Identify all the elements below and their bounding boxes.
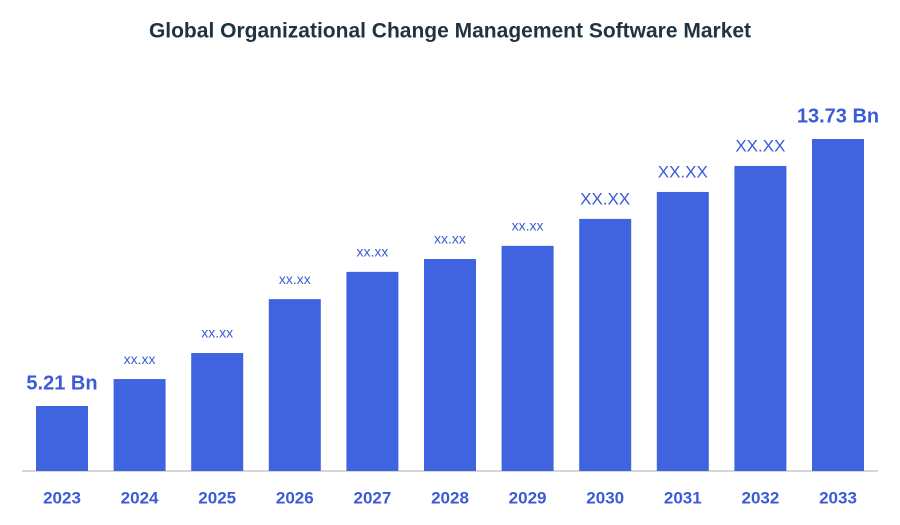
- value-label: 13.73 Bn: [797, 105, 879, 127]
- x-tick-label: 2029: [509, 488, 547, 507]
- bar: [268, 299, 321, 471]
- value-label: 5.21 Bn: [26, 372, 97, 394]
- x-tick-label: 2023: [43, 488, 81, 507]
- value-label: xx.xx: [434, 231, 466, 247]
- x-tick-label: 2032: [741, 488, 779, 507]
- x-tick-label: 2033: [819, 488, 857, 507]
- bar: [113, 379, 166, 471]
- x-tick-label: 2031: [664, 488, 702, 507]
- value-label: xx.xx: [124, 351, 156, 367]
- x-tick-label: 2028: [431, 488, 469, 507]
- value-label: XX.XX: [735, 136, 785, 155]
- x-tick-label: 2027: [353, 488, 391, 507]
- bar: [36, 406, 88, 471]
- value-label: xx.xx: [512, 218, 544, 234]
- bar: [424, 259, 476, 471]
- x-tick-label: 2026: [276, 488, 314, 507]
- x-tick-label: 2025: [198, 488, 236, 507]
- x-tick-label: 2030: [586, 488, 624, 507]
- x-tick-label: 2024: [121, 488, 159, 507]
- bar: [812, 139, 864, 471]
- bar: [656, 191, 709, 471]
- value-label: xx.xx: [356, 244, 388, 260]
- bar: [501, 245, 554, 471]
- value-label: XX.XX: [580, 189, 630, 208]
- value-label: xx.xx: [279, 271, 311, 287]
- value-label: xx.xx: [201, 325, 233, 341]
- value-label: XX.XX: [658, 162, 708, 181]
- bar: [346, 271, 399, 471]
- bar: [191, 353, 244, 471]
- bar: [579, 218, 632, 471]
- chart-title: Global Organizational Change Management …: [149, 20, 751, 43]
- bar: [734, 165, 787, 472]
